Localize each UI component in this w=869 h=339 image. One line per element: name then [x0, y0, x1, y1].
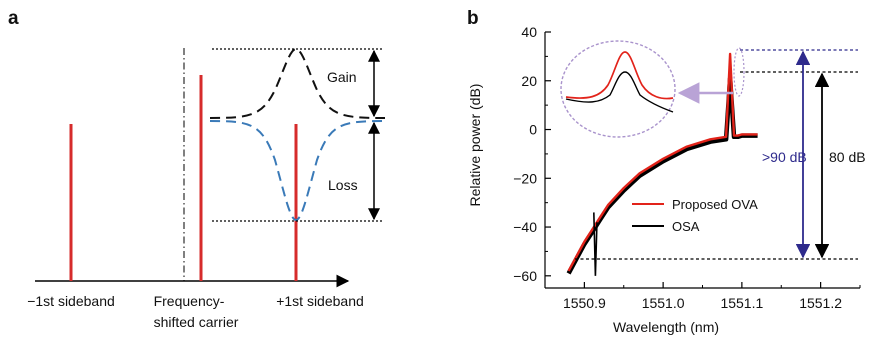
x-tick-label: 1551.1	[720, 295, 763, 311]
x-tick-label: 1551.0	[642, 295, 685, 311]
span-80db-label: 80 dB	[829, 149, 866, 165]
legend: Proposed OVA OSA	[632, 197, 758, 234]
inset-ova-peak	[565, 51, 674, 100]
inset-ellipse	[560, 40, 676, 138]
y-tick-label: 40	[521, 24, 537, 40]
y-axis-label: Relative power (dB)	[467, 84, 483, 207]
series-group	[566, 52, 758, 276]
x-tick-label: 1550.9	[563, 295, 606, 311]
y-tick-label: 20	[521, 73, 537, 89]
x-tick-label: 1551.2	[799, 295, 842, 311]
peak-zoom-marker	[733, 47, 745, 97]
carrier-label-line2: shifted carrier	[154, 314, 239, 330]
legend-label-osa: OSA	[672, 219, 700, 234]
carrier-label-line1: Frequency-	[154, 293, 225, 309]
x-axis-label: Wavelength (nm)	[613, 319, 719, 335]
panel-b: b Relative power (dB) Wavelength (nm) 40…	[467, 8, 866, 335]
panel-a: a Gain Loss −1st sideband Frequency- shi…	[8, 8, 386, 330]
loss-curve	[209, 120, 386, 222]
legend-label-ova: Proposed OVA	[672, 197, 758, 212]
panel-a-label: a	[8, 8, 19, 29]
y-tick-label: −60	[513, 268, 537, 284]
x-ticks: 1550.9 1551.0 1551.1 1551.2	[544, 282, 861, 311]
osa-dip-artifact	[593, 212, 598, 276]
panel-b-label: b	[467, 8, 479, 29]
span-90db-label: >90 dB	[762, 149, 807, 165]
y-ticks: 40 20 0 −20 −40 −60	[513, 24, 551, 284]
inset-osa-peak	[565, 71, 674, 113]
y-tick-label: 0	[529, 122, 537, 138]
minus-first-sideband-label: −1st sideband	[27, 293, 115, 309]
gain-label: Gain	[327, 69, 357, 85]
y-tick-label: −40	[513, 219, 537, 235]
plus-first-sideband-label: +1st sideband	[276, 293, 364, 309]
loss-label: Loss	[328, 177, 358, 193]
gain-curve	[209, 47, 386, 119]
y-tick-label: −20	[513, 170, 537, 186]
inset-zoom	[560, 40, 745, 138]
